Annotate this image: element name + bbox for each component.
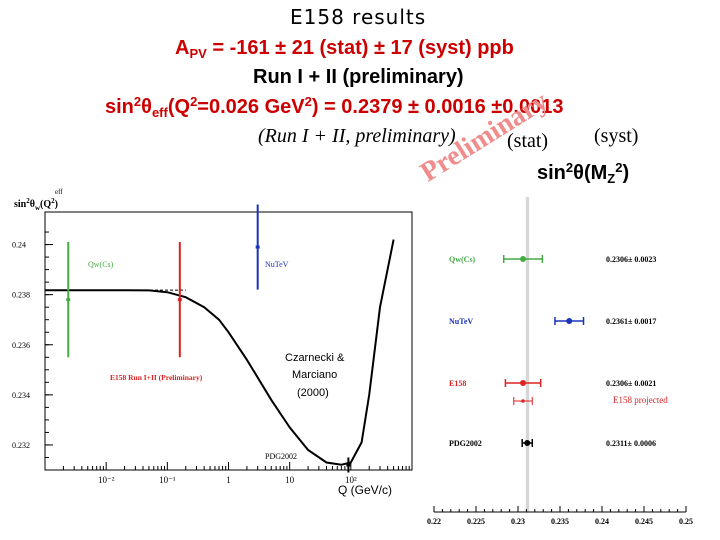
mz-exp: 2 bbox=[565, 160, 574, 175]
y-tick-label: 0.24 bbox=[12, 241, 26, 250]
e158-value: 0.2306± 0.0021 bbox=[606, 379, 656, 388]
right-x-tick-label: 0.225 bbox=[467, 517, 485, 526]
pdg-annotation: PDG2002 bbox=[265, 452, 297, 461]
x-axis-label: Q (GeV/c) bbox=[338, 483, 392, 497]
y-axis-label: sin2θw(Q2) bbox=[14, 197, 58, 212]
y-tick-label: 0.234 bbox=[12, 391, 30, 400]
sin-exp2: 2 bbox=[190, 94, 198, 109]
mz-exp2: 2 bbox=[615, 160, 623, 175]
qwcs-label: Qw(Cs) bbox=[449, 255, 476, 264]
pdg2002-value: 0.2311± 0.0006 bbox=[606, 439, 656, 448]
nutev-label: NuTeV bbox=[449, 317, 473, 326]
mz-sub: Z bbox=[607, 171, 616, 186]
sin-exp: 2 bbox=[133, 94, 142, 109]
apv-result: APV = -161 ± 21 (stat) ± 17 (syst) ppb bbox=[175, 37, 514, 61]
y-axis-eff-label: eff bbox=[55, 188, 63, 196]
apv-sub: PV bbox=[189, 46, 207, 61]
pdg2002-point bbox=[524, 440, 531, 446]
right-x-tick-label: 0.245 bbox=[635, 517, 653, 526]
sin-a: sin bbox=[105, 96, 134, 118]
sin-value: 0.2379 ± 0.0016 ±0.0013 bbox=[341, 96, 564, 118]
cm-annotation-3: (2000) bbox=[297, 387, 329, 399]
run-italic: (Run I + II, preliminary) bbox=[258, 125, 456, 147]
nutev-annotation: NuTeV bbox=[265, 260, 289, 269]
x-tick-label: 10⁻² bbox=[98, 475, 115, 485]
y-tick-label: 0.232 bbox=[12, 441, 30, 450]
e158-projected-label: E158 projected bbox=[613, 395, 668, 405]
x-tick-label: 10 bbox=[285, 475, 295, 485]
run-line: Run I + II (preliminary) bbox=[253, 66, 464, 88]
sin-exp3: 2 bbox=[304, 94, 312, 109]
right-x-tick-label: 0.235 bbox=[551, 517, 569, 526]
sin-result: sin2θeff(Q2=0.026 GeV2) = 0.2379 ± 0.001… bbox=[105, 94, 563, 120]
qwcs-value: 0.2306± 0.0023 bbox=[606, 255, 656, 264]
x-tick-label: 10² bbox=[345, 475, 357, 485]
cm-annotation-2: Marciano bbox=[292, 369, 337, 381]
right-x-tick-label: 0.25 bbox=[679, 517, 693, 526]
nutev-value: 0.2361± 0.0017 bbox=[606, 317, 656, 326]
mz-c: ) bbox=[622, 162, 630, 184]
sin-e: ) = bbox=[311, 96, 342, 118]
sin-theta: θ bbox=[141, 96, 152, 118]
e158-point bbox=[520, 380, 527, 386]
nutev-point bbox=[566, 318, 573, 324]
right-x-tick-label: 0.23 bbox=[511, 517, 525, 526]
nutev-point bbox=[255, 245, 260, 249]
running-curve bbox=[45, 239, 395, 466]
slide-title: E158 results bbox=[290, 5, 427, 29]
e158-annotation: E158 Run I+II (Preliminary) bbox=[110, 373, 203, 382]
x-tick-label: 10⁻¹ bbox=[159, 475, 176, 485]
qwcs-point bbox=[66, 298, 71, 302]
e158-projected-point bbox=[521, 399, 525, 403]
sin-d: =0.026 GeV bbox=[197, 96, 305, 118]
e158-label: E158 bbox=[449, 379, 466, 388]
apv-value: = -161 ± 21 (stat) ± 17 (syst) ppb bbox=[206, 37, 514, 59]
qwcs-annotation: Qw(Cs) bbox=[88, 260, 114, 269]
right-x-tick-label: 0.24 bbox=[595, 517, 609, 526]
pdg2002-point bbox=[346, 463, 351, 467]
qwcs-point bbox=[520, 256, 527, 262]
pdg-band bbox=[525, 197, 530, 512]
x-tick-label: 1 bbox=[226, 475, 231, 485]
stat-label: (stat) bbox=[507, 130, 549, 152]
pdg2002-label: PDG2002 bbox=[449, 439, 482, 448]
mz-b: θ(M bbox=[573, 162, 608, 184]
syst-label: (syst) bbox=[594, 125, 639, 147]
sin-eff: eff bbox=[151, 105, 168, 120]
y-tick-label: 0.238 bbox=[12, 291, 30, 300]
apv-label: A bbox=[175, 37, 190, 59]
mz-label: sin2θ(MZ2) bbox=[537, 160, 629, 186]
sin-c: (Q bbox=[167, 96, 191, 118]
right-x-tick-label: 0.22 bbox=[427, 517, 441, 526]
y-tick-label: 0.236 bbox=[12, 341, 30, 350]
mz-a: sin bbox=[537, 162, 566, 184]
e158-point bbox=[177, 298, 182, 302]
cm-annotation-1: Czarnecki & bbox=[285, 352, 345, 364]
